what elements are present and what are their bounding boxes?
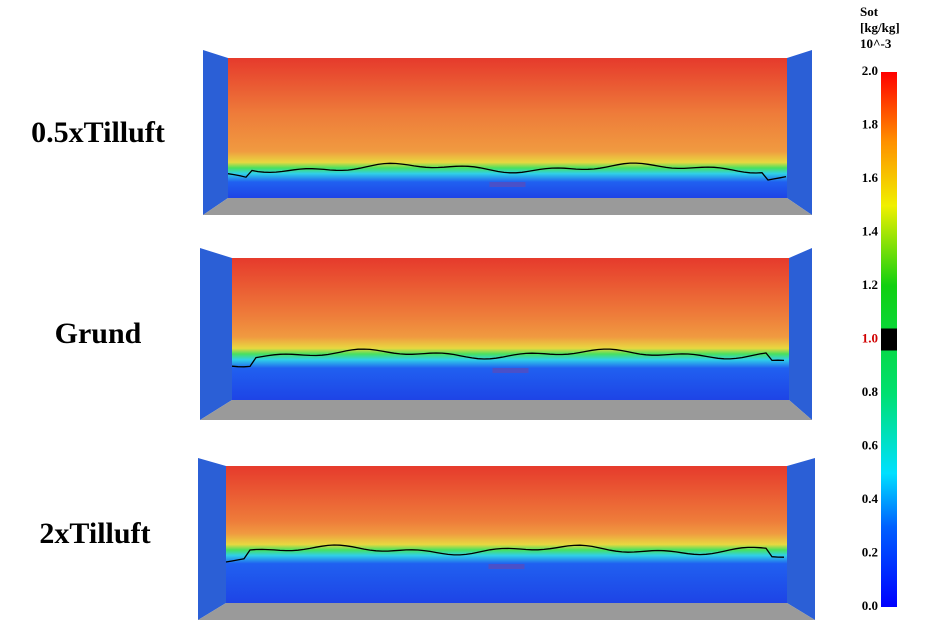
colorbar-title: Sot: [860, 4, 879, 19]
colorbar-tick-label: 1.8: [862, 116, 879, 131]
inlet: [492, 368, 529, 373]
colorbar-tick-label: 1.6: [862, 170, 879, 185]
floor: [203, 198, 812, 215]
panel-label: 0.5xTilluft: [31, 116, 165, 149]
colorbar-tick-label: 0.0: [862, 598, 878, 613]
left-wall: [198, 458, 226, 620]
left-wall: [200, 248, 232, 420]
contour-line: [227, 162, 787, 181]
right-wall: [787, 50, 812, 215]
inlet: [488, 564, 525, 569]
panel-label: Grund: [55, 317, 142, 350]
colorbar-title: [kg/kg]: [860, 20, 900, 35]
right-wall: [787, 458, 815, 620]
colorbar-tick-label: 0.8: [862, 384, 879, 399]
back-wall: [228, 58, 787, 198]
contour-line: [231, 348, 785, 368]
inlet: [489, 182, 526, 187]
floor: [200, 400, 812, 420]
back-wall: [232, 258, 789, 400]
colorbar-tick-label: 0.2: [862, 544, 878, 559]
contour-line: [225, 544, 785, 563]
colorbar-tick-label: 2.0: [862, 63, 878, 78]
colorbar-tick-label: 0.6: [862, 437, 879, 452]
colorbar-highlight: [881, 328, 897, 351]
left-wall: [203, 50, 228, 215]
colorbar-title: 10^-3: [860, 36, 892, 51]
colorbar-tick-label: 1.2: [862, 277, 878, 292]
colorbar-tick-label: 1.0: [862, 330, 878, 345]
panel-label: 2xTilluft: [39, 517, 150, 550]
right-wall: [789, 248, 812, 420]
floor: [198, 603, 815, 620]
colorbar-tick-label: 1.4: [862, 223, 879, 238]
colorbar-tick-label: 0.4: [862, 491, 879, 506]
back-wall: [226, 466, 787, 603]
